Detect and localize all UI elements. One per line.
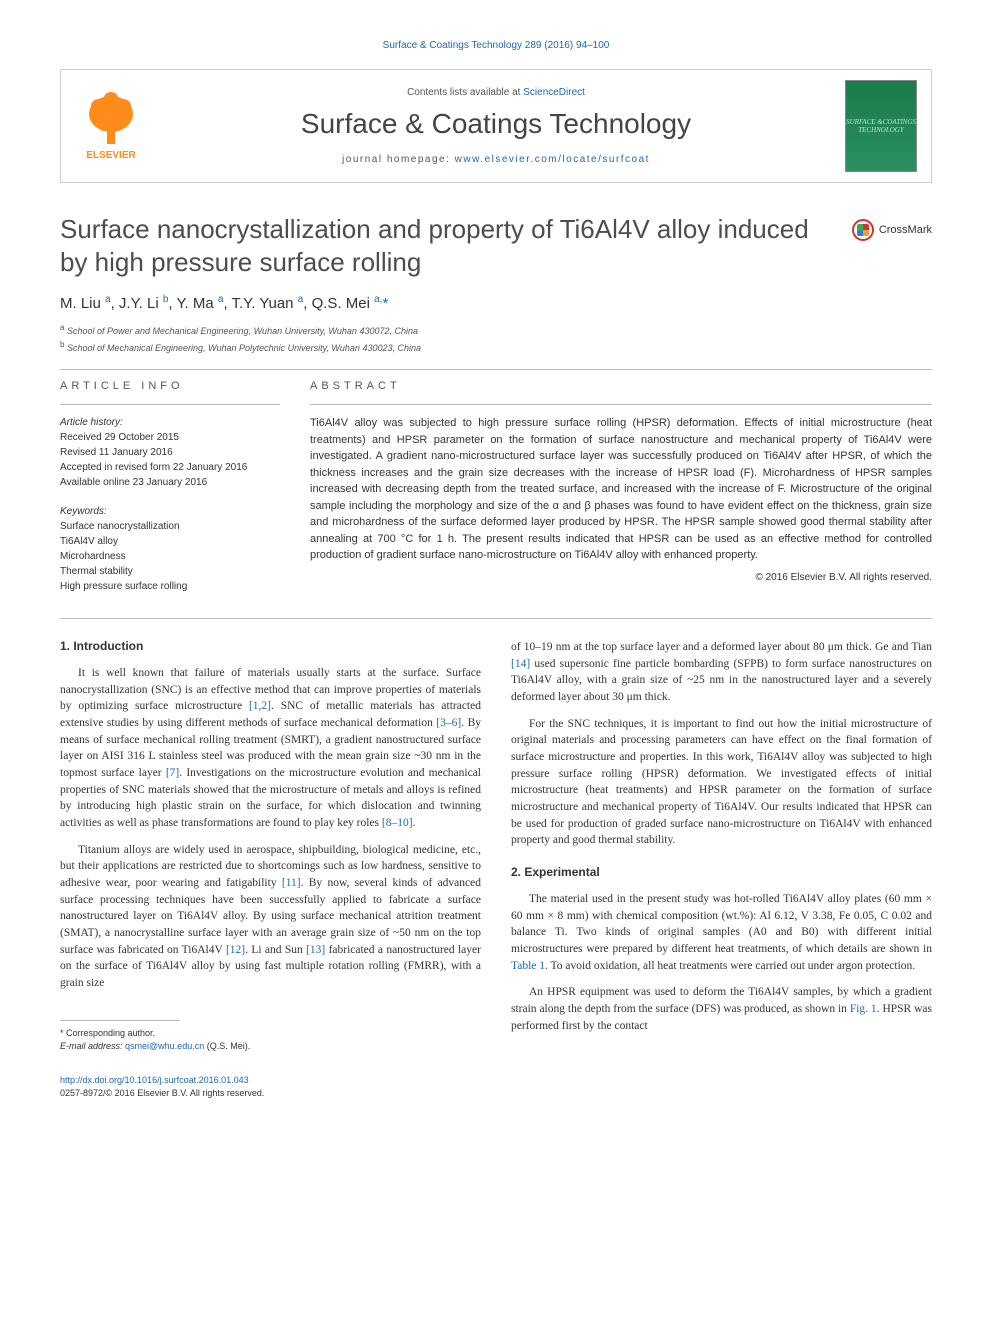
elsevier-logo[interactable]: ELSEVIER: [61, 70, 161, 182]
body-paragraph: It is well known that failure of materia…: [60, 665, 481, 832]
section-2-heading: 2. Experimental: [511, 865, 932, 879]
citation-link[interactable]: Fig. 1: [850, 1003, 877, 1015]
info-abstract-row: article info Article history: Received 2…: [60, 380, 932, 594]
svg-text:ELSEVIER: ELSEVIER: [86, 150, 136, 161]
citation-link[interactable]: [7]: [166, 767, 179, 779]
doi-link[interactable]: http://dx.doi.org/10.1016/j.surfcoat.201…: [60, 1075, 249, 1085]
crossmark-badge[interactable]: CrossMark: [852, 219, 932, 241]
cover-title-text: SURFACE &COATINGS TECHNOLOGY: [846, 118, 916, 135]
section-1-heading: 1. Introduction: [60, 639, 481, 653]
article-info-label: article info: [60, 380, 280, 392]
history-line: Available online 23 January 2016: [60, 475, 280, 490]
abstract-copyright: © 2016 Elsevier B.V. All rights reserved…: [310, 572, 932, 583]
history-label: Article history:: [60, 415, 280, 430]
body-paragraph: For the SNC techniques, it is important …: [511, 716, 932, 849]
article-info-column: article info Article history: Received 2…: [60, 380, 280, 594]
divider: [60, 404, 280, 405]
body-paragraph: An HPSR equipment was used to deform the…: [511, 984, 932, 1034]
keyword-line: Microhardness: [60, 549, 280, 564]
page-wrapper: Surface & Coatings Technology 289 (2016)…: [0, 0, 992, 1141]
elsevier-tree-icon: ELSEVIER: [71, 86, 151, 166]
email-line: E-mail address: qsmei@whu.edu.cn (Q.S. M…: [60, 1040, 481, 1054]
corresponding-author-line: * Corresponding author.: [60, 1027, 481, 1041]
divider: [310, 404, 932, 405]
crossmark-label: CrossMark: [879, 224, 932, 236]
homepage-prefix: journal homepage:: [342, 154, 455, 165]
citation-link[interactable]: [13]: [306, 944, 325, 956]
sciencedirect-link[interactable]: ScienceDirect: [523, 87, 585, 98]
history-line: Revised 11 January 2016: [60, 445, 280, 460]
citation-link[interactable]: [14]: [511, 658, 530, 670]
keyword-line: Ti6Al4V alloy: [60, 534, 280, 549]
citation-link[interactable]: [11]: [282, 877, 301, 889]
contents-list-line: Contents lists available at ScienceDirec…: [181, 87, 811, 98]
body-paragraph: Titanium alloys are widely used in aeros…: [60, 842, 481, 992]
header-center: Contents lists available at ScienceDirec…: [161, 70, 831, 182]
crossmark-icon: [852, 219, 874, 241]
issn-copyright-line: 0257-8972/© 2016 Elsevier B.V. All right…: [60, 1087, 481, 1101]
citation-link[interactable]: [1,2]: [249, 700, 271, 712]
article-title: Surface nanocrystallization and property…: [60, 213, 932, 278]
keyword-line: High pressure surface rolling: [60, 579, 280, 594]
authors-list: M. Liu a, J.Y. Li b, Y. Ma a, T.Y. Yuan …: [60, 294, 932, 312]
affiliations: a School of Power and Mechanical Enginee…: [60, 322, 932, 355]
journal-name: Surface & Coatings Technology: [181, 108, 811, 140]
abstract-column: abstract Ti6Al4V alloy was subjected to …: [310, 380, 932, 594]
doi-block: http://dx.doi.org/10.1016/j.surfcoat.201…: [60, 1074, 481, 1101]
footer-divider: [60, 1020, 180, 1021]
contents-prefix: Contents lists available at: [407, 87, 523, 98]
body-paragraph: of 10–19 nm at the top surface layer and…: [511, 639, 932, 706]
journal-homepage-link[interactable]: www.elsevier.com/locate/surfcoat: [455, 154, 650, 165]
citation-link[interactable]: [3–6]: [436, 717, 461, 729]
abstract-label: abstract: [310, 380, 932, 392]
journal-header: ELSEVIER Contents lists available at Sci…: [60, 69, 932, 183]
email-label: E-mail address:: [60, 1041, 125, 1051]
keywords-label: Keywords:: [60, 504, 280, 519]
keyword-line: Surface nanocrystallization: [60, 519, 280, 534]
title-block: Surface nanocrystallization and property…: [60, 213, 932, 278]
affiliation-line: a School of Power and Mechanical Enginee…: [60, 322, 932, 339]
body-columns: 1. Introduction It is well known that fa…: [60, 639, 932, 1101]
body-paragraph: The material used in the present study w…: [511, 891, 932, 974]
corresponding-author-footer: * Corresponding author. E-mail address: …: [60, 1012, 481, 1054]
citation-link[interactable]: [8–10]: [382, 817, 413, 829]
journal-homepage-line: journal homepage: www.elsevier.com/locat…: [181, 154, 811, 165]
keyword-line: Thermal stability: [60, 564, 280, 579]
keywords-block: Keywords: Surface nanocrystallizationTi6…: [60, 504, 280, 594]
history-line: Accepted in revised form 22 January 2016: [60, 460, 280, 475]
affiliation-line: b School of Mechanical Engineering, Wuha…: [60, 339, 932, 356]
top-journal-reference[interactable]: Surface & Coatings Technology 289 (2016)…: [60, 40, 932, 51]
journal-cover-image: SURFACE &COATINGS TECHNOLOGY: [845, 80, 917, 172]
body-column-right: of 10–19 nm at the top surface layer and…: [511, 639, 932, 1101]
body-column-left: 1. Introduction It is well known that fa…: [60, 639, 481, 1101]
divider: [60, 369, 932, 370]
corresponding-email-link[interactable]: qsmei@whu.edu.cn: [125, 1041, 204, 1051]
email-suffix: (Q.S. Mei).: [204, 1041, 250, 1051]
journal-cover[interactable]: SURFACE &COATINGS TECHNOLOGY: [831, 70, 931, 182]
citation-link[interactable]: [12]: [226, 944, 245, 956]
divider: [60, 618, 932, 619]
abstract-text: Ti6Al4V alloy was subjected to high pres…: [310, 415, 932, 564]
article-history: Article history: Received 29 October 201…: [60, 415, 280, 490]
history-line: Received 29 October 2015: [60, 430, 280, 445]
citation-link[interactable]: Table 1: [511, 960, 545, 972]
